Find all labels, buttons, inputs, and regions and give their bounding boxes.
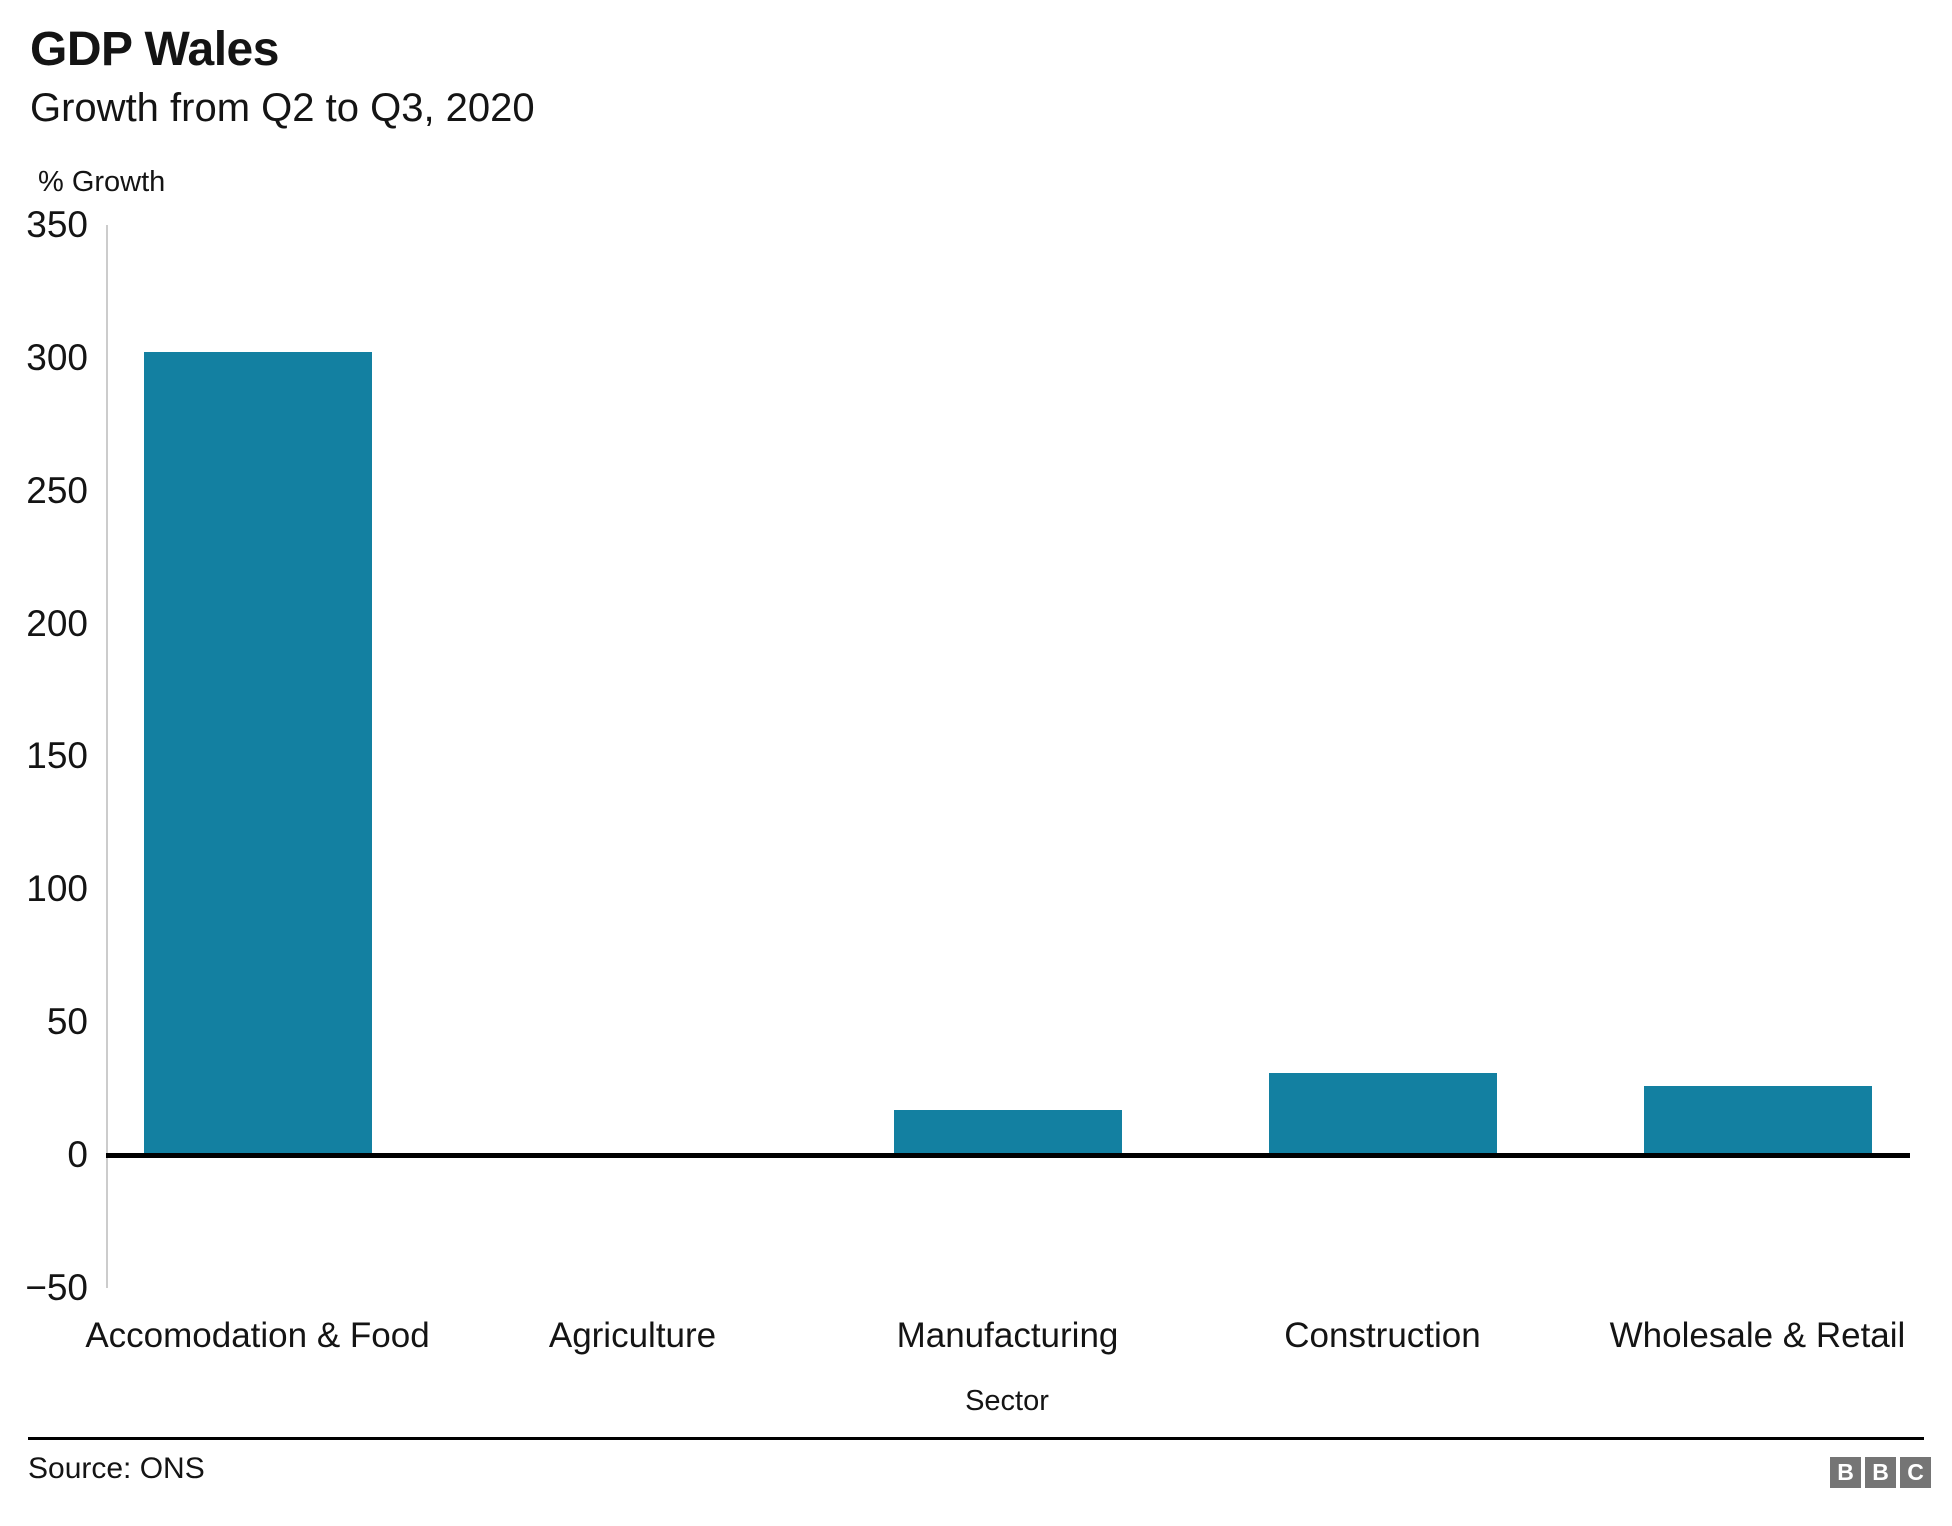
y-tick-label: 250: [26, 469, 88, 511]
x-axis-label: Sector: [965, 1385, 1049, 1417]
x-category-label: Accomodation & Food: [85, 1316, 430, 1355]
chart-subtitle: Growth from Q2 to Q3, 2020: [30, 86, 535, 130]
bbc-logo-letter-block: B: [1865, 1457, 1896, 1488]
y-tick-label: 150: [26, 735, 88, 777]
bbc-logo-letter-block: C: [1900, 1457, 1931, 1488]
y-tick-label: 300: [26, 336, 88, 378]
bar-wholesale-retail: [1643, 1085, 1872, 1155]
y-tick-label: 200: [26, 602, 88, 644]
bar-manufacturing: [893, 1109, 1122, 1155]
x-category-label: Agriculture: [548, 1316, 717, 1355]
y-tick-label: 350: [26, 203, 88, 245]
bar-construction: [1268, 1072, 1497, 1155]
y-axis-line: [106, 225, 108, 1288]
y-tick-label: −50: [25, 1266, 88, 1308]
x-category-label: Manufacturing: [896, 1316, 1119, 1355]
zero-baseline: [106, 1153, 1910, 1158]
y-axis-label: % Growth: [38, 166, 166, 198]
y-tick-label: 100: [26, 868, 88, 910]
y-tick-label: 0: [67, 1134, 88, 1175]
bar-accomodation-food: [143, 352, 372, 1155]
source-label: Source: ONS: [28, 1452, 205, 1485]
x-category-label: Wholesale & Retail: [1609, 1316, 1906, 1355]
y-tick-label: 50: [46, 1001, 88, 1043]
bbc-logo-letter-block: B: [1830, 1457, 1861, 1488]
x-category-label: Construction: [1284, 1316, 1481, 1355]
footer-divider: [28, 1437, 1924, 1440]
chart-title: GDP Wales: [30, 23, 279, 76]
